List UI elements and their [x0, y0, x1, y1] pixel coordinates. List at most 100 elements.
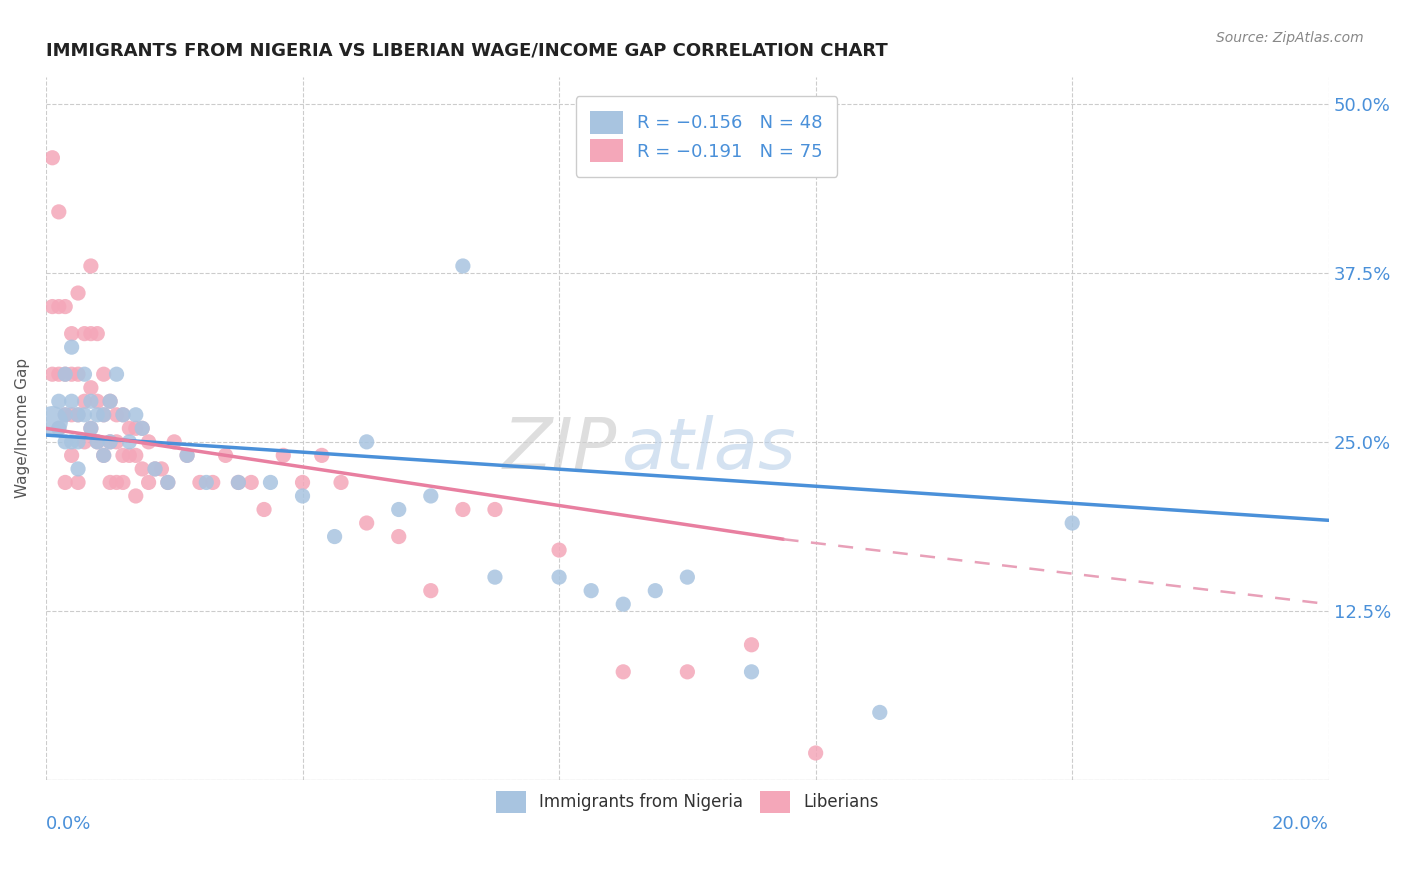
Point	[388, 502, 411, 516]
Point	[676, 665, 699, 679]
Point	[138, 434, 160, 449]
Point	[419, 489, 441, 503]
Point	[73, 434, 96, 449]
Point	[73, 394, 96, 409]
Point	[188, 475, 211, 490]
Point	[253, 502, 276, 516]
Point	[579, 583, 602, 598]
Point	[330, 475, 353, 490]
Point	[86, 394, 108, 409]
Point	[138, 475, 160, 490]
Text: 0.0%: 0.0%	[46, 815, 91, 833]
Point	[291, 475, 314, 490]
Point	[60, 434, 83, 449]
Point	[53, 368, 76, 382]
Point	[105, 408, 128, 422]
Point	[73, 368, 96, 382]
Point	[388, 530, 411, 544]
Point	[67, 368, 90, 382]
Text: Source: ZipAtlas.com: Source: ZipAtlas.com	[1216, 31, 1364, 45]
Point	[150, 462, 173, 476]
Point	[323, 530, 346, 544]
Point	[143, 462, 166, 476]
Point	[48, 394, 70, 409]
Point	[105, 434, 128, 449]
Point	[271, 449, 294, 463]
Point	[111, 475, 134, 490]
Point	[67, 286, 90, 301]
Point	[80, 394, 103, 409]
Point	[53, 368, 76, 382]
Point	[111, 449, 134, 463]
Point	[41, 300, 63, 314]
Point	[98, 394, 121, 409]
Point	[41, 368, 63, 382]
Point	[98, 394, 121, 409]
Point	[125, 489, 148, 503]
Text: 20.0%: 20.0%	[1272, 815, 1329, 833]
Point	[612, 665, 634, 679]
Point	[86, 326, 108, 341]
Point	[484, 570, 506, 584]
Point	[60, 394, 83, 409]
Point	[48, 421, 70, 435]
Point	[131, 421, 153, 435]
Point	[80, 421, 103, 435]
Point	[451, 502, 474, 516]
Point	[1062, 516, 1084, 530]
Point	[80, 326, 103, 341]
Point	[118, 449, 141, 463]
Point	[67, 462, 90, 476]
Point	[67, 408, 90, 422]
Text: ZIP: ZIP	[502, 415, 617, 484]
Point	[60, 326, 83, 341]
Point	[53, 300, 76, 314]
Point	[240, 475, 263, 490]
Point	[53, 434, 76, 449]
Point	[60, 340, 83, 354]
Point	[48, 300, 70, 314]
Point	[48, 421, 70, 435]
Point	[60, 368, 83, 382]
Point	[201, 475, 224, 490]
Point	[131, 462, 153, 476]
Legend: Immigrants from Nigeria, Liberians: Immigrants from Nigeria, Liberians	[488, 783, 887, 821]
Point	[143, 462, 166, 476]
Point	[98, 434, 121, 449]
Point	[163, 434, 186, 449]
Point	[484, 502, 506, 516]
Point	[176, 449, 198, 463]
Point	[869, 706, 891, 720]
Point	[548, 570, 571, 584]
Point	[98, 475, 121, 490]
Point	[67, 408, 90, 422]
Point	[118, 434, 141, 449]
Point	[548, 543, 571, 558]
Point	[228, 475, 250, 490]
Text: IMMIGRANTS FROM NIGERIA VS LIBERIAN WAGE/INCOME GAP CORRELATION CHART: IMMIGRANTS FROM NIGERIA VS LIBERIAN WAGE…	[46, 42, 887, 60]
Point	[105, 475, 128, 490]
Point	[176, 449, 198, 463]
Point	[73, 408, 96, 422]
Point	[86, 408, 108, 422]
Point	[111, 408, 134, 422]
Point	[67, 434, 90, 449]
Point	[612, 597, 634, 611]
Point	[41, 151, 63, 165]
Point	[73, 326, 96, 341]
Point	[93, 368, 115, 382]
Point	[311, 449, 333, 463]
Y-axis label: Wage/Income Gap: Wage/Income Gap	[15, 359, 30, 499]
Point	[53, 408, 76, 422]
Point	[86, 434, 108, 449]
Point	[125, 449, 148, 463]
Point	[48, 205, 70, 219]
Text: atlas: atlas	[620, 415, 796, 484]
Point	[111, 408, 134, 422]
Point	[125, 408, 148, 422]
Point	[53, 475, 76, 490]
Point	[98, 434, 121, 449]
Point	[156, 475, 179, 490]
Point	[41, 415, 63, 429]
Point	[156, 475, 179, 490]
